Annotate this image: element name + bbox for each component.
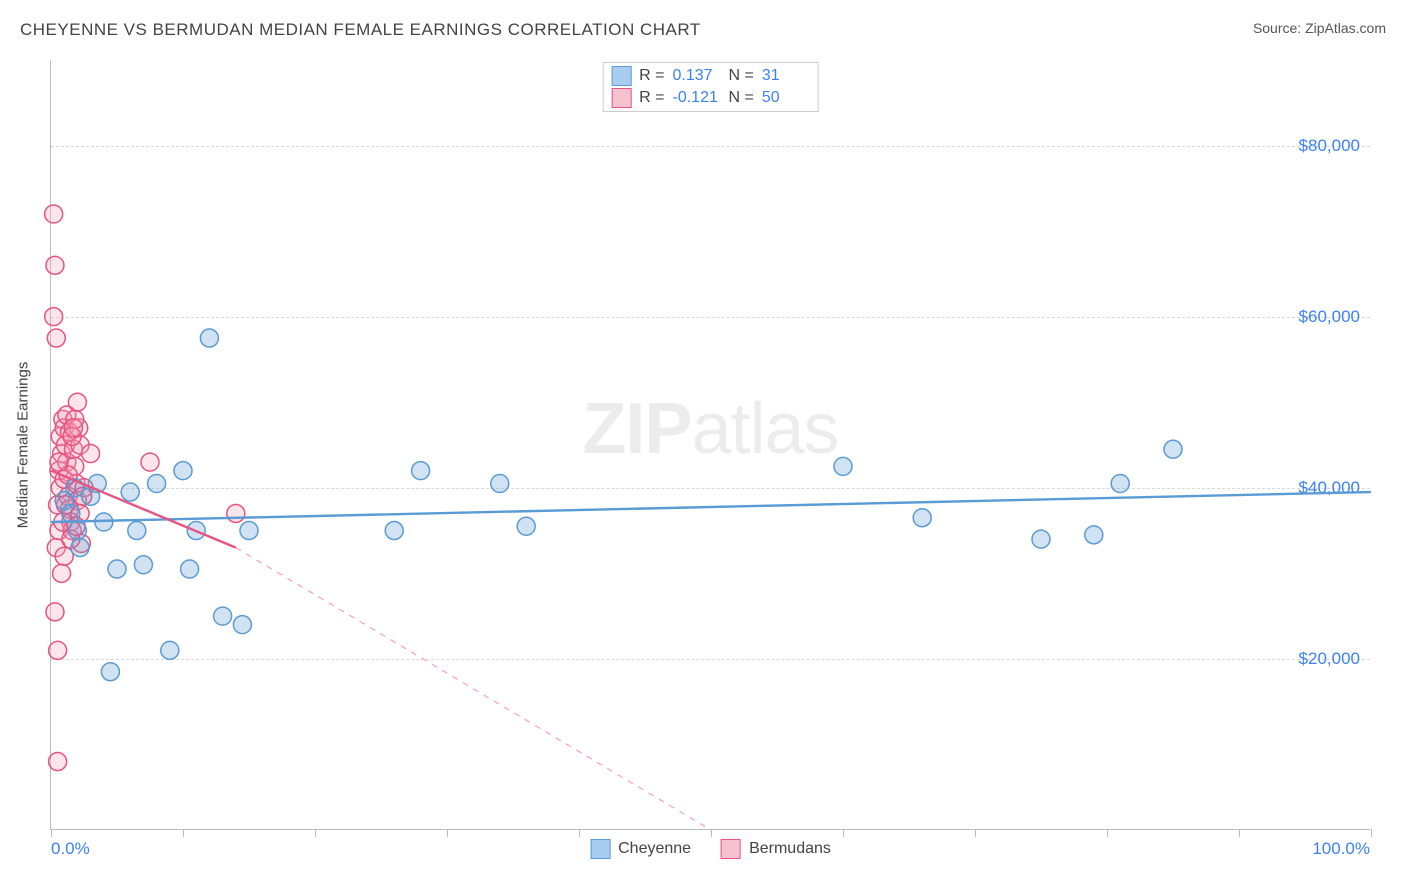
scatter-svg (51, 60, 1370, 829)
x-tick (1371, 829, 1372, 837)
source-prefix: Source: (1253, 20, 1305, 36)
x-min-label: 0.0% (51, 839, 90, 859)
x-tick (315, 829, 316, 837)
swatch-cheyenne (611, 66, 631, 86)
legend-item-bermudans: Bermudans (721, 839, 831, 859)
r-value-cheyenne: 0.137 (673, 65, 721, 87)
legend-item-cheyenne: Cheyenne (590, 839, 691, 859)
legend-bottom: Cheyenne Bermudans (590, 839, 831, 859)
r-value-bermudans: -0.121 (673, 87, 721, 109)
source-name: ZipAtlas.com (1305, 20, 1386, 36)
plot-area: Median Female Earnings $20,000$40,000$60… (50, 60, 1370, 830)
stats-row-bermudans: R = -0.121 N = 50 (607, 87, 814, 109)
x-tick (183, 829, 184, 837)
r-label: R = (639, 65, 664, 87)
legend-label-cheyenne: Cheyenne (618, 840, 691, 858)
n-label: N = (729, 87, 754, 109)
x-tick (843, 829, 844, 837)
legend-swatch-bermudans (721, 839, 741, 859)
x-tick (1107, 829, 1108, 837)
legend-swatch-cheyenne (590, 839, 610, 859)
stats-legend-box: R = 0.137 N = 31 R = -0.121 N = 50 (602, 62, 819, 112)
x-tick (579, 829, 580, 837)
n-label: N = (729, 65, 754, 87)
x-tick (711, 829, 712, 837)
r-label: R = (639, 87, 664, 109)
n-value-cheyenne: 31 (762, 65, 810, 87)
x-tick (51, 829, 52, 837)
n-value-bermudans: 50 (762, 87, 810, 109)
x-tick (447, 829, 448, 837)
legend-label-bermudans: Bermudans (749, 840, 831, 858)
swatch-bermudans (611, 88, 631, 108)
x-tick (975, 829, 976, 837)
x-max-label: 100.0% (1312, 839, 1370, 859)
x-tick (1239, 829, 1240, 837)
source-attribution: Source: ZipAtlas.com (1253, 20, 1386, 36)
header: CHEYENNE VS BERMUDAN MEDIAN FEMALE EARNI… (20, 20, 1386, 50)
chart-title: CHEYENNE VS BERMUDAN MEDIAN FEMALE EARNI… (20, 20, 701, 39)
y-axis-label: Median Female Earnings (15, 361, 32, 528)
stats-row-cheyenne: R = 0.137 N = 31 (607, 65, 814, 87)
